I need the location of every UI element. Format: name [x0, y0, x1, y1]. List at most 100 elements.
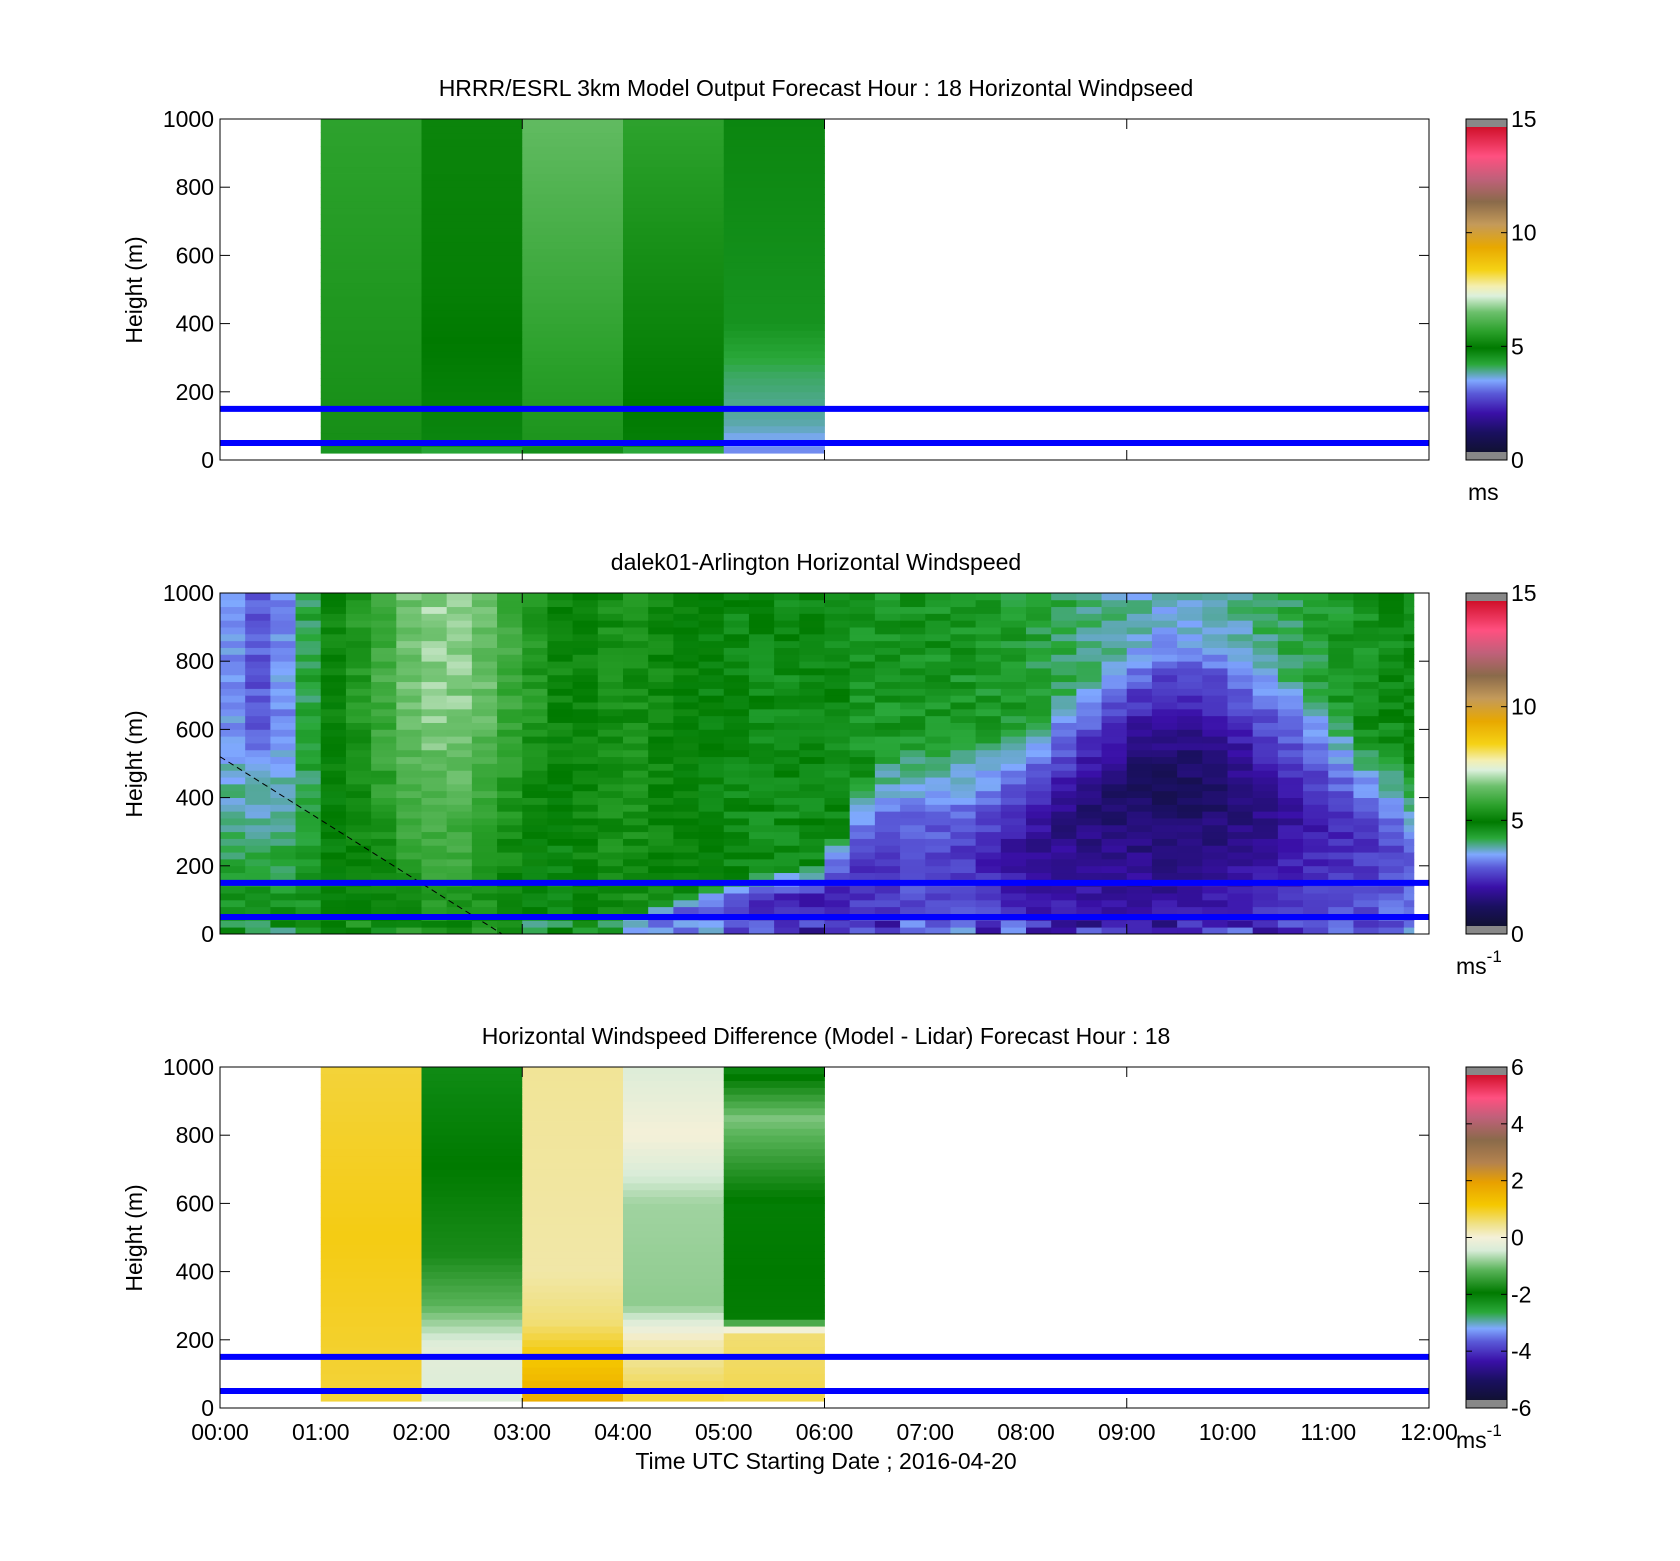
heatmap-cell — [1277, 852, 1304, 860]
heatmap-cell — [1202, 906, 1228, 914]
heatmap-cell — [1151, 906, 1178, 914]
heatmap-cell — [371, 797, 397, 805]
heatmap-cell — [623, 166, 725, 174]
heatmap-cell — [220, 708, 246, 717]
heatmap-cell — [220, 893, 246, 901]
heatmap-cell — [748, 756, 775, 764]
heatmap-cell — [245, 702, 271, 710]
heatmap-cell — [723, 1305, 825, 1313]
heatmap-cell — [623, 838, 649, 846]
heatmap-cell — [270, 599, 296, 608]
heatmap-cell — [1303, 593, 1329, 601]
heatmap-cell — [799, 899, 825, 908]
heatmap-cell — [471, 681, 498, 689]
heatmap-cell — [799, 865, 825, 874]
heatmap-cell — [547, 640, 574, 648]
heatmap-cell — [774, 845, 800, 853]
heatmap-cell — [421, 865, 448, 874]
heatmap-cell — [1303, 777, 1329, 785]
heatmap-cell — [1227, 599, 1254, 608]
heatmap-cell — [497, 674, 523, 683]
heatmap-cell — [623, 1142, 725, 1150]
heatmap-cell — [623, 777, 649, 785]
heatmap-cell — [371, 818, 397, 826]
heatmap-cell — [320, 1135, 422, 1143]
heatmap-cell — [900, 681, 926, 689]
heatmap-cell — [522, 350, 624, 359]
heatmap-cell — [572, 633, 599, 642]
heatmap-cell — [522, 1121, 624, 1129]
heatmap-cell — [774, 797, 800, 805]
heatmap-cell — [1403, 613, 1415, 621]
heatmap-cell — [1051, 695, 1077, 703]
heatmap-cell — [849, 620, 876, 628]
heatmap-cell — [245, 811, 271, 819]
heatmap-cell — [320, 1121, 422, 1129]
heatmap-cell — [799, 927, 825, 935]
heatmap-cell — [522, 749, 548, 758]
heatmap-cell — [371, 770, 397, 778]
heatmap-cell — [723, 811, 750, 819]
heatmap-cell — [975, 743, 1002, 751]
heatmap-cell — [1151, 593, 1178, 601]
heatmap-cell — [522, 262, 624, 270]
heatmap-cell — [421, 1080, 523, 1088]
heatmap-cell — [597, 927, 624, 935]
heatmap-cell — [1126, 749, 1153, 758]
colorbar-end-cap — [1466, 452, 1507, 460]
heatmap-cell — [673, 824, 699, 833]
heatmap-cell — [1126, 858, 1153, 867]
heatmap-cell — [723, 824, 750, 833]
heatmap-cell — [320, 275, 422, 284]
heatmap-cell — [774, 824, 800, 833]
heatmap-cell — [396, 633, 422, 642]
heatmap-cell — [748, 818, 775, 826]
heatmap-cell — [849, 790, 876, 798]
heatmap-cell — [698, 668, 725, 676]
heatmap-cell — [1151, 865, 1178, 874]
heatmap-cell — [1202, 593, 1228, 601]
colorbar-tick-label: -4 — [1511, 1338, 1532, 1364]
heatmap-cell — [1177, 681, 1203, 689]
heatmap-cell — [1227, 722, 1254, 730]
heatmap-cell — [320, 180, 422, 188]
heatmap-cell — [371, 715, 397, 723]
heatmap-cell — [1000, 858, 1027, 867]
heatmap-cell — [1403, 818, 1415, 826]
heatmap-cell — [522, 1319, 624, 1327]
heatmap-cell — [522, 797, 548, 805]
heatmap-cell — [723, 790, 750, 798]
heatmap-cell — [698, 790, 725, 798]
heatmap-cell — [723, 872, 750, 880]
heatmap-cell — [1378, 708, 1405, 717]
heatmap-cell — [1126, 777, 1153, 785]
heatmap-cell — [723, 1182, 825, 1191]
heatmap-cell — [874, 599, 901, 608]
heatmap-cell — [446, 654, 473, 662]
heatmap-cell — [421, 770, 448, 778]
heatmap-cell — [270, 702, 296, 710]
heatmap-cell — [1076, 647, 1102, 655]
heatmap-cell — [799, 661, 825, 669]
heatmap-cell — [925, 708, 951, 717]
heatmap-cell — [1101, 640, 1128, 648]
heatmap-cell — [421, 248, 523, 256]
heatmap-cell — [1403, 654, 1415, 662]
heatmap-cell — [572, 838, 599, 846]
heatmap-cell — [1177, 715, 1203, 723]
heatmap-cell — [623, 770, 649, 778]
heatmap-cell — [396, 852, 422, 860]
heatmap-cell — [1076, 633, 1102, 642]
heatmap-cell — [220, 749, 246, 758]
heatmap-cell — [396, 620, 422, 628]
heatmap-cell — [1403, 647, 1415, 655]
heatmap-cell — [723, 214, 825, 222]
heatmap-cell — [698, 777, 725, 785]
heatmap-cell — [1076, 872, 1102, 880]
heatmap-cell — [698, 729, 725, 737]
heatmap-cell — [774, 893, 800, 901]
heatmap-cell — [522, 702, 548, 710]
heatmap-cell — [1277, 756, 1304, 764]
heatmap-cell — [522, 221, 624, 229]
